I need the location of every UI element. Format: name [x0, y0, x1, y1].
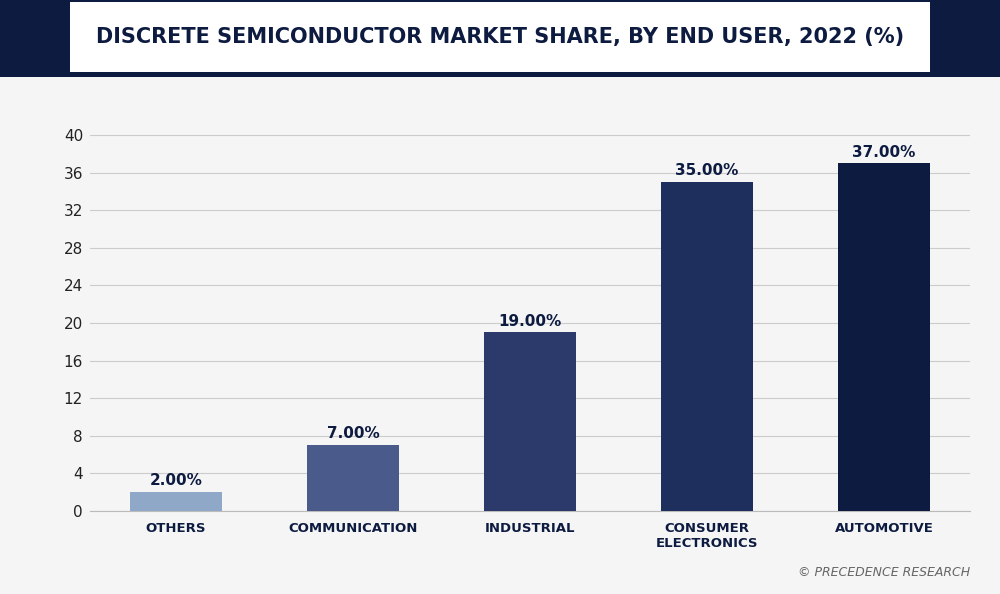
FancyBboxPatch shape [0, 72, 1000, 77]
Text: 7.00%: 7.00% [327, 426, 379, 441]
Text: 35.00%: 35.00% [675, 163, 739, 178]
Text: 37.00%: 37.00% [852, 144, 916, 160]
Text: © PRECEDENCE RESEARCH: © PRECEDENCE RESEARCH [798, 566, 970, 579]
Bar [484, 333, 576, 511]
Bar [130, 492, 222, 511]
FancyBboxPatch shape [0, 0, 1000, 74]
Text: 2.00%: 2.00% [150, 473, 202, 488]
Polygon shape [930, 0, 1000, 74]
Text: 19.00%: 19.00% [498, 314, 562, 328]
Text: DISCRETE SEMICONDUCTOR MARKET SHARE, BY END USER, 2022 (%): DISCRETE SEMICONDUCTOR MARKET SHARE, BY … [96, 27, 904, 48]
FancyBboxPatch shape [70, 2, 930, 72]
Bar [661, 182, 753, 511]
Bar [307, 445, 399, 511]
Polygon shape [0, 0, 70, 74]
Bar [838, 163, 930, 511]
